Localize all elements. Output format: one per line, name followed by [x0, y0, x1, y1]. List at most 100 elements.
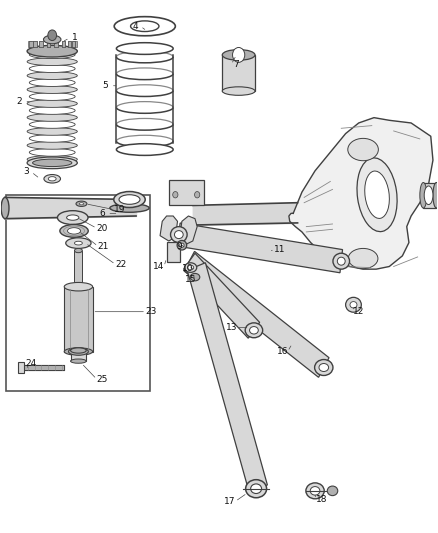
Bar [72, 41, 75, 47]
Ellipse shape [319, 364, 328, 372]
Circle shape [173, 191, 178, 198]
Ellipse shape [74, 286, 82, 290]
Ellipse shape [74, 248, 82, 253]
Ellipse shape [350, 302, 357, 308]
Text: 17: 17 [224, 497, 236, 506]
Text: 19: 19 [114, 205, 125, 214]
Bar [33, 41, 36, 47]
Text: 18: 18 [316, 495, 327, 504]
Bar [68, 41, 71, 47]
Ellipse shape [71, 348, 86, 353]
Text: 11: 11 [274, 245, 286, 254]
Ellipse shape [29, 65, 75, 72]
Ellipse shape [29, 93, 75, 100]
Text: 20: 20 [96, 224, 108, 233]
Ellipse shape [433, 182, 438, 208]
Ellipse shape [117, 144, 173, 156]
Text: 24: 24 [26, 359, 37, 368]
Circle shape [233, 47, 245, 62]
Bar [62, 41, 65, 47]
Bar [29, 41, 32, 47]
Ellipse shape [67, 228, 81, 234]
Ellipse shape [337, 257, 345, 265]
Bar [166, 242, 180, 262]
Ellipse shape [306, 483, 324, 499]
Ellipse shape [79, 203, 84, 205]
Ellipse shape [27, 157, 78, 168]
Ellipse shape [327, 486, 338, 496]
Ellipse shape [27, 156, 78, 163]
Text: 15: 15 [185, 275, 196, 284]
Text: 22: 22 [115, 260, 127, 269]
Ellipse shape [27, 142, 78, 149]
Ellipse shape [114, 191, 145, 207]
Circle shape [194, 191, 200, 198]
Ellipse shape [27, 58, 78, 66]
Ellipse shape [29, 134, 75, 142]
Ellipse shape [131, 21, 159, 31]
Ellipse shape [57, 211, 88, 224]
Ellipse shape [333, 253, 350, 269]
Ellipse shape [76, 201, 87, 206]
Ellipse shape [27, 100, 78, 107]
Ellipse shape [424, 186, 433, 205]
Ellipse shape [74, 241, 82, 245]
Ellipse shape [27, 114, 78, 122]
Ellipse shape [222, 50, 255, 60]
Text: 5: 5 [102, 81, 108, 90]
Text: 14: 14 [153, 262, 164, 271]
Polygon shape [177, 223, 343, 273]
Ellipse shape [67, 215, 79, 220]
Ellipse shape [29, 79, 75, 86]
Ellipse shape [43, 35, 61, 44]
Bar [39, 41, 42, 47]
Ellipse shape [60, 224, 88, 237]
Ellipse shape [27, 45, 78, 57]
Ellipse shape [110, 204, 149, 212]
Bar [29, 41, 32, 47]
Bar [54, 41, 58, 47]
Ellipse shape [27, 72, 78, 79]
Ellipse shape [174, 231, 183, 239]
Text: 9: 9 [176, 243, 182, 252]
Ellipse shape [29, 149, 75, 156]
Text: 7: 7 [233, 60, 239, 69]
Bar [74, 251, 82, 288]
Text: 1: 1 [72, 34, 78, 43]
Text: 3: 3 [23, 167, 29, 176]
Bar [169, 180, 204, 205]
Text: 2: 2 [16, 97, 22, 106]
Ellipse shape [27, 127, 78, 135]
Bar [46, 41, 50, 47]
Ellipse shape [222, 87, 255, 95]
Ellipse shape [64, 348, 92, 356]
Circle shape [48, 30, 57, 41]
Bar [424, 182, 436, 208]
Ellipse shape [245, 323, 263, 338]
Bar [33, 41, 36, 47]
Text: 10: 10 [182, 264, 193, 273]
Ellipse shape [66, 238, 91, 248]
Polygon shape [184, 252, 329, 377]
Ellipse shape [114, 17, 175, 36]
Bar [18, 362, 24, 373]
Ellipse shape [119, 195, 140, 204]
Ellipse shape [348, 139, 378, 161]
Ellipse shape [357, 158, 397, 232]
Bar [72, 41, 75, 47]
Ellipse shape [251, 484, 261, 494]
Ellipse shape [29, 120, 75, 128]
Bar [71, 351, 86, 361]
Text: 13: 13 [226, 323, 237, 332]
Ellipse shape [250, 327, 258, 334]
Bar [73, 41, 77, 47]
Ellipse shape [68, 348, 88, 356]
Ellipse shape [64, 282, 92, 291]
Polygon shape [160, 216, 177, 241]
Ellipse shape [29, 107, 75, 115]
Bar [62, 41, 65, 47]
Polygon shape [180, 216, 197, 244]
Ellipse shape [71, 359, 86, 364]
Text: 16: 16 [276, 347, 288, 356]
Text: 21: 21 [98, 242, 109, 251]
